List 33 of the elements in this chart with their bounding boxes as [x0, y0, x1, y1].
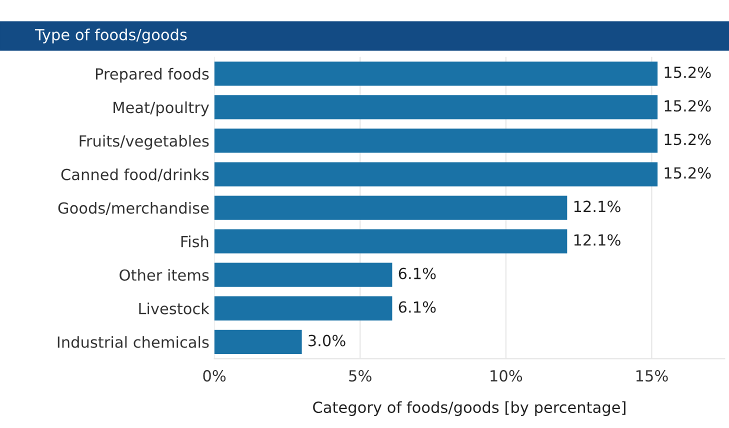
chart-title: Type of foods/goods: [34, 28, 187, 44]
bar: [214, 229, 568, 254]
data-label: 12.1%: [574, 200, 620, 212]
data-label: 6.1%: [398, 301, 436, 313]
y-tick-label: Industrial chemicals: [58, 336, 209, 348]
data-label: 15.2%: [664, 66, 711, 78]
x-tick-label: 0%: [203, 370, 226, 382]
data-label: 12.1%: [574, 234, 620, 246]
y-tick-label: Livestock: [139, 302, 210, 314]
bar: [214, 162, 658, 186]
y-tick-label: Other items: [120, 269, 209, 281]
y-tick-label: Prepared foods: [96, 68, 209, 83]
bar: [214, 330, 302, 354]
data-label: 3.0%: [308, 334, 346, 346]
x-tick-label: 10%: [490, 370, 522, 382]
bar: [214, 196, 568, 220]
y-tick-label: Canned food/drinks: [61, 168, 209, 182]
bar: [214, 128, 658, 153]
y-tick-label: Goods/merchandise: [58, 202, 209, 216]
data-label: 15.2%: [664, 167, 711, 179]
bar: [214, 62, 658, 86]
x-axis-title: Category of foods/goods [by percentage]: [313, 401, 626, 416]
bar: [214, 296, 392, 320]
y-tick-label: Fish: [181, 236, 208, 248]
x-tick-label: 15%: [636, 370, 668, 382]
bar: [214, 262, 392, 287]
y-tick-label: Meat/poultry: [114, 101, 210, 116]
y-tick-label: Fruits/vegetables: [80, 134, 209, 150]
x-tick-label: 5%: [349, 370, 372, 382]
data-label: 6.1%: [398, 268, 436, 280]
bar: [214, 95, 658, 120]
data-label: 15.2%: [664, 134, 711, 146]
data-label: 15.2%: [664, 100, 711, 112]
